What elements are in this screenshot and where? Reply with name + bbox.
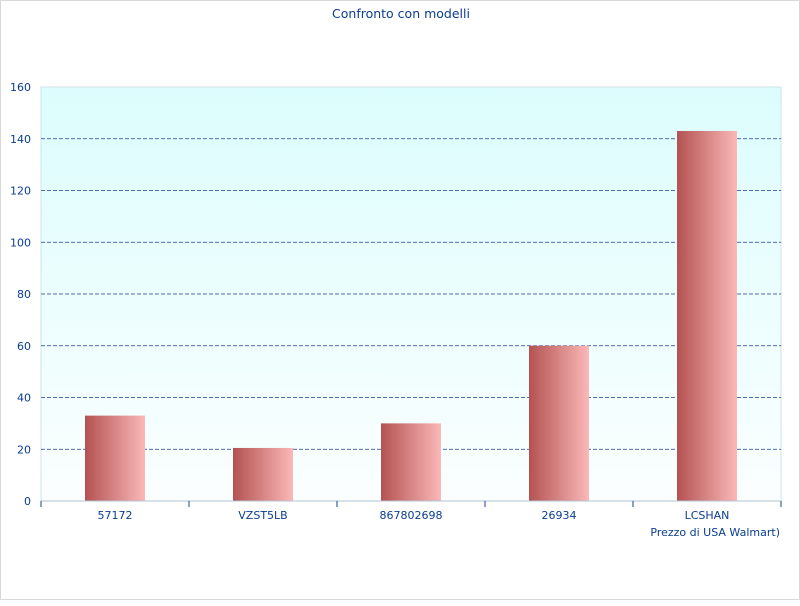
x-axis-title: Prezzo di USA Walmart) bbox=[650, 526, 780, 539]
bar bbox=[381, 423, 441, 501]
y-tick-label: 80 bbox=[17, 288, 31, 301]
y-tick-label: 160 bbox=[10, 81, 31, 94]
y-tick-label: 120 bbox=[10, 185, 31, 198]
y-tick-label: 20 bbox=[17, 443, 31, 456]
y-tick-label: 140 bbox=[10, 133, 31, 146]
grid-lines bbox=[41, 138, 781, 450]
bar bbox=[529, 345, 589, 501]
y-axis: 0 20 40 60 80 100 120 140 160 bbox=[10, 81, 31, 508]
bars bbox=[85, 130, 737, 502]
bar bbox=[233, 447, 293, 501]
x-tick-label: 26934 bbox=[542, 509, 577, 522]
y-tick-label: 60 bbox=[17, 340, 31, 353]
bar bbox=[85, 415, 145, 501]
x-tick-label: VZST5LB bbox=[238, 509, 287, 522]
y-tick-label: 40 bbox=[17, 392, 31, 405]
x-tick-label: 867802698 bbox=[380, 509, 443, 522]
y-tick-label: 100 bbox=[10, 236, 31, 249]
chart-title: Confronto con modelli bbox=[332, 6, 470, 21]
x-axis: 57172 VZST5LB 867802698 26934 LCSHAN bbox=[40, 500, 782, 522]
x-tick-label: 57172 bbox=[98, 509, 133, 522]
bar bbox=[677, 130, 737, 502]
x-tick-label: LCSHAN bbox=[685, 509, 730, 522]
y-tick-label: 0 bbox=[24, 495, 31, 508]
